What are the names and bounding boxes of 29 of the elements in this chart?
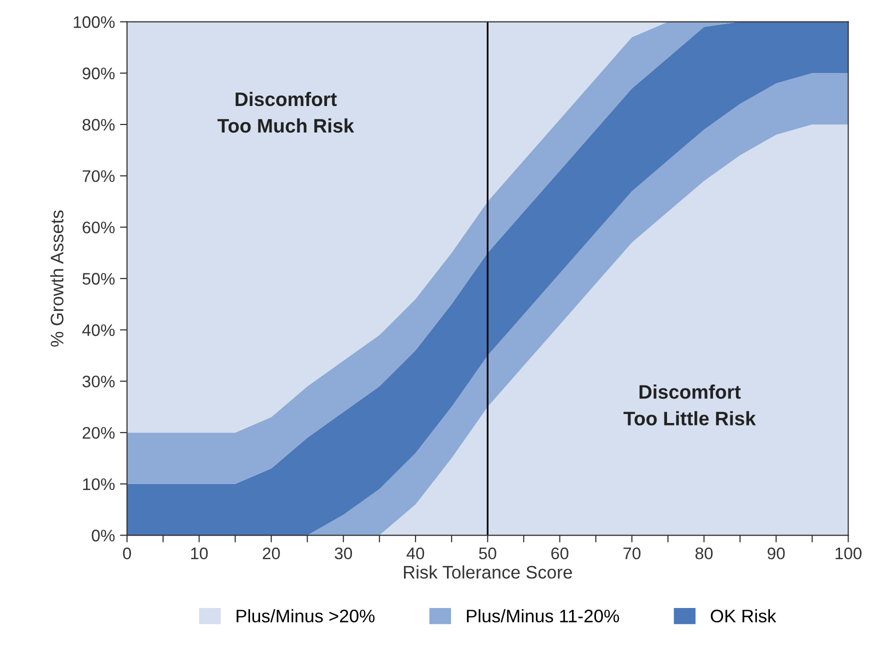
annotation: Discomfort Too Much Risk [217, 92, 354, 133]
x-tick-label: 80 [695, 548, 713, 560]
annotation: Discomfort Too Little Risk [624, 384, 756, 426]
y-tick-label: 80% [82, 118, 115, 131]
y-tick-label: 70% [82, 170, 115, 182]
y-tick-label: 50% [82, 272, 115, 285]
y-axis-title: % Growth Assets [50, 210, 64, 347]
y-tick-label: 0% [92, 530, 115, 542]
x-tick-label: 40 [406, 548, 424, 560]
y-tick-label: 30% [82, 376, 115, 388]
x-tick-label: 70 [623, 548, 640, 560]
y-tick-label: 100% [74, 16, 115, 28]
x-tick-label: 10 [191, 548, 208, 560]
legend-label: Plus/Minus 11-20% [466, 609, 620, 622]
x-tick-label: 100 [836, 548, 862, 560]
y-tick-label: 10% [83, 478, 115, 490]
x-axis-title: Risk Tolerance Score [404, 565, 572, 579]
y-tick-label: 90% [82, 68, 115, 80]
x-tick-label: 90 [768, 548, 785, 560]
x-tick-label: 60 [551, 548, 568, 560]
x-tick-label: 0 [123, 548, 132, 560]
legend-label: OK Risk [710, 609, 776, 622]
y-tick-label: 20% [82, 426, 115, 439]
y-tick-label: 60% [82, 222, 115, 234]
x-tick-label: 30 [334, 548, 352, 560]
x-tick-label: 50 [479, 548, 496, 560]
y-tick-label: 40% [82, 324, 115, 336]
x-tick-label: 20 [262, 548, 280, 560]
legend-label: Plus/Minus >20% [236, 609, 375, 622]
